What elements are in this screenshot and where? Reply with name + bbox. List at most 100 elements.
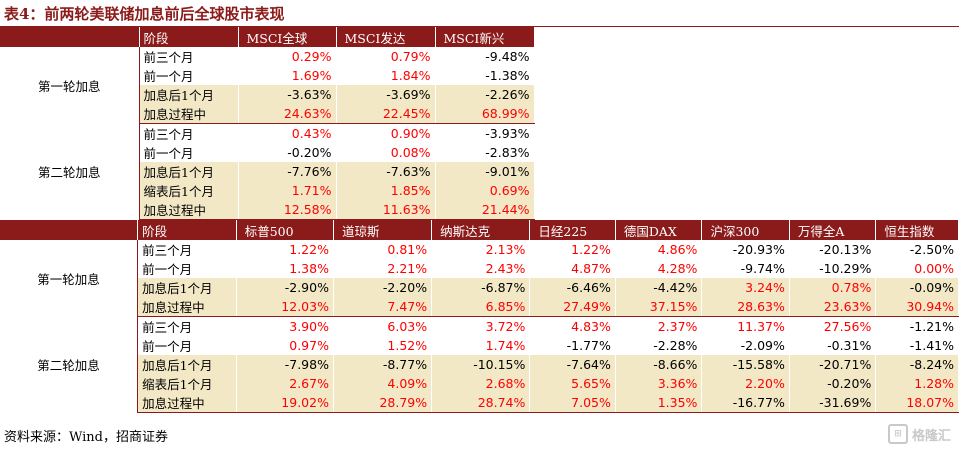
msci-table: 阶段 MSCI全球 MSCI发达 MSCI新兴 第一轮加息 前三个月 0.29% 0.79% -… bbox=[0, 27, 535, 220]
row-label: 前三个月 bbox=[139, 123, 239, 143]
value-cell: 30.94% bbox=[875, 297, 959, 317]
header-corner bbox=[0, 27, 140, 47]
row-label: 加息过程中 bbox=[137, 393, 237, 413]
value-cell: 28.63% bbox=[701, 297, 790, 317]
row-label: 前一个月 bbox=[139, 143, 239, 162]
value-cell: 2.43% bbox=[431, 259, 531, 278]
source-note: 资料来源：Wind，招商证券 bbox=[4, 430, 168, 445]
value-cell: 11.63% bbox=[336, 200, 436, 220]
table-row: 加息过程中 12.58% 11.63% 21.44% bbox=[0, 200, 535, 220]
table-row: 第一轮加息 前三个月 0.29% 0.79% -9.48% bbox=[0, 47, 535, 124]
value-cell: 3.72% bbox=[431, 316, 531, 336]
index-table: 阶段 标普500 道琼斯 纳斯达克 日经225 德国DAX 沪深300 万得全A 恒生指数 第一轮… bbox=[0, 220, 959, 413]
table-row: 第一轮加息 前三个月 1.22% 0.81% 2.13% 1.22% 4.86% -20.93… bbox=[0, 240, 959, 317]
row-label: 前三个月 bbox=[137, 240, 237, 259]
value-cell: -9.74% bbox=[701, 259, 790, 278]
table-row: 缩表后1个月 1.71% 1.85% 0.69% bbox=[0, 181, 535, 200]
value-cell: -4.42% bbox=[615, 278, 703, 297]
column-header: MSCI全球 bbox=[238, 27, 337, 47]
table-row: 加息后1个月 -7.76% -7.63% -9.01% bbox=[0, 162, 535, 181]
row-label: 缩表后1个月 bbox=[137, 374, 237, 393]
row-label: 加息过程中 bbox=[139, 104, 239, 124]
value-cell: 1.71% bbox=[238, 181, 337, 200]
table-title: 表4：前两轮美联储加息前后全球股市表现 bbox=[4, 5, 285, 23]
table-row: 缩表后1个月 2.67% 4.09% 2.68% 5.65% 3.36% 2.20% -0.2… bbox=[0, 374, 959, 393]
value-cell: 28.79% bbox=[333, 393, 433, 413]
value-cell: 1.28% bbox=[875, 374, 959, 393]
value-cell: 1.84% bbox=[336, 66, 436, 85]
value-cell: 2.37% bbox=[615, 316, 703, 336]
value-cell: 68.99% bbox=[435, 104, 535, 124]
value-cell: 1.22% bbox=[529, 240, 616, 259]
value-cell: -2.50% bbox=[875, 240, 959, 259]
value-cell: -20.13% bbox=[789, 240, 877, 259]
value-cell: -8.24% bbox=[875, 355, 959, 374]
value-cell: -7.64% bbox=[529, 355, 616, 374]
table-row: 加息过程中 12.03% 7.47% 6.85% 27.49% 37.15% 28.63% 2… bbox=[0, 297, 959, 317]
table-row: 前一个月 -0.20% 0.08% -2.83% bbox=[0, 143, 535, 162]
value-cell: -20.71% bbox=[789, 355, 877, 374]
value-cell: -6.46% bbox=[529, 278, 616, 297]
table-row: 前一个月 1.38% 2.21% 2.43% 4.87% 4.28% -9.74% -10.2… bbox=[0, 259, 959, 278]
row-label: 前三个月 bbox=[137, 316, 237, 336]
value-cell: -1.38% bbox=[435, 66, 535, 85]
value-cell: 4.09% bbox=[333, 374, 433, 393]
column-header: 日经225 bbox=[529, 220, 616, 240]
value-cell: -15.58% bbox=[701, 355, 790, 374]
value-cell: -7.76% bbox=[238, 162, 337, 181]
watermark-text: 格隆汇 bbox=[911, 428, 951, 444]
value-cell: -2.09% bbox=[701, 336, 790, 355]
table-row: 加息过程中 24.63% 22.45% 68.99% bbox=[0, 104, 535, 124]
value-cell: 1.74% bbox=[431, 336, 531, 355]
column-header: MSCI发达 bbox=[336, 27, 436, 47]
header-stage-label: 阶段 bbox=[137, 220, 237, 240]
value-cell: 28.74% bbox=[431, 393, 531, 413]
value-cell: 0.69% bbox=[435, 181, 535, 200]
column-header: 道琼斯 bbox=[333, 220, 433, 240]
value-cell: -2.83% bbox=[435, 143, 535, 162]
value-cell: 3.36% bbox=[615, 374, 703, 393]
value-cell: 1.52% bbox=[333, 336, 433, 355]
value-cell: -7.98% bbox=[236, 355, 334, 374]
header-corner bbox=[0, 220, 139, 240]
table-row: 第二轮加息 前三个月 3.90% 6.03% 3.72% 4.83% 2.37% 11.37%… bbox=[0, 316, 959, 413]
table-row: 第二轮加息 前三个月 0.43% 0.90% -3.93% bbox=[0, 123, 535, 220]
column-header: 纳斯达克 bbox=[431, 220, 531, 240]
value-cell: -2.20% bbox=[333, 278, 433, 297]
row-label: 加息后1个月 bbox=[139, 162, 239, 181]
table-row: 前一个月 1.69% 1.84% -1.38% bbox=[0, 66, 535, 85]
value-cell: 27.49% bbox=[529, 297, 616, 317]
value-cell: 6.85% bbox=[431, 297, 531, 317]
row-label: 前三个月 bbox=[139, 47, 239, 66]
value-cell: 2.13% bbox=[431, 240, 531, 259]
value-cell: 2.20% bbox=[701, 374, 790, 393]
row-label: 缩表后1个月 bbox=[139, 181, 239, 200]
group-label: 第一轮加息 bbox=[0, 240, 139, 317]
value-cell: 7.47% bbox=[333, 297, 433, 317]
value-cell: -3.63% bbox=[238, 85, 337, 104]
value-cell: -9.01% bbox=[435, 162, 535, 181]
value-cell: 0.29% bbox=[238, 47, 337, 66]
column-header: 德国DAX bbox=[615, 220, 703, 240]
value-cell: 0.81% bbox=[333, 240, 433, 259]
value-cell: 4.28% bbox=[615, 259, 703, 278]
value-cell: 12.58% bbox=[238, 200, 337, 220]
row-label: 前一个月 bbox=[139, 66, 239, 85]
column-header: 万得全A bbox=[789, 220, 877, 240]
column-header: 沪深300 bbox=[701, 220, 790, 240]
value-cell: 3.90% bbox=[236, 316, 334, 336]
value-cell: 2.21% bbox=[333, 259, 433, 278]
value-cell: 1.85% bbox=[336, 181, 436, 200]
value-cell: -20.93% bbox=[701, 240, 790, 259]
table-row: 加息后1个月 -2.90% -2.20% -6.87% -6.46% -4.42% 3.24… bbox=[0, 278, 959, 297]
row-label: 加息过程中 bbox=[139, 200, 239, 220]
value-cell: 23.63% bbox=[789, 297, 877, 317]
value-cell: -1.21% bbox=[875, 316, 959, 336]
column-header: 标普500 bbox=[236, 220, 334, 240]
watermark: ⊞ 格隆汇 bbox=[887, 424, 951, 444]
value-cell: 7.05% bbox=[529, 393, 616, 413]
row-label: 加息过程中 bbox=[137, 297, 237, 317]
header-stage-label: 阶段 bbox=[139, 27, 239, 47]
value-cell: 5.65% bbox=[529, 374, 616, 393]
value-cell: 27.56% bbox=[789, 316, 877, 336]
